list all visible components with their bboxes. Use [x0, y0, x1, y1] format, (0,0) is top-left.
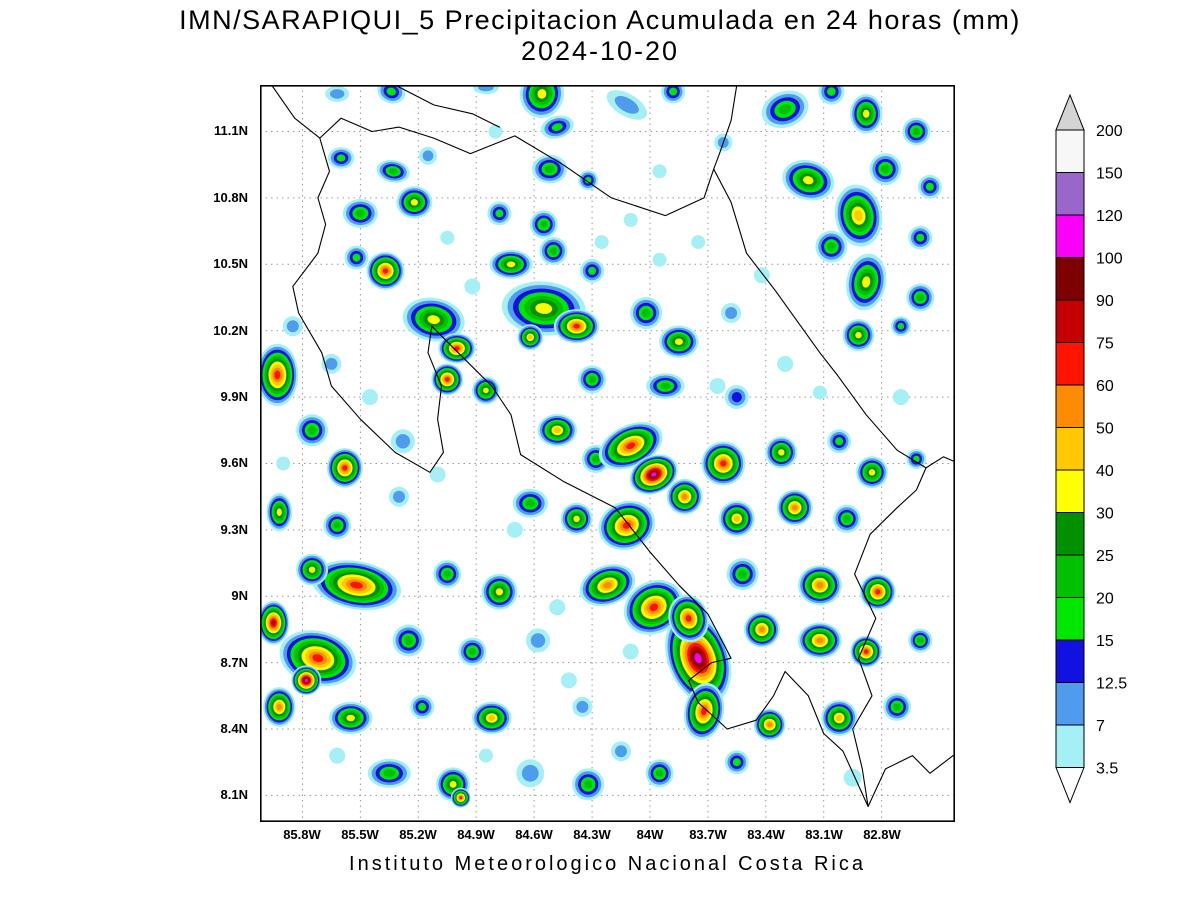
colorbar-segment — [1055, 724, 1085, 768]
colorbar-over-arrow — [1055, 93, 1085, 131]
latitude-axis: 11.1N 10.8N 10.5N 10.2N 9.9N 9.6N 9.3N 9N 8.7N 8.… — [186, 85, 252, 822]
lon-tick-label: 83.4W — [747, 827, 785, 842]
colorbar-tick-label: 150 — [1096, 166, 1123, 183]
colorbar-segment — [1055, 299, 1085, 343]
lat-tick-label: 10.8N — [213, 190, 248, 205]
colorbar-tick-label: 75 — [1096, 336, 1114, 353]
lat-tick-label: 9.6N — [220, 455, 248, 470]
colorbar-segment — [1055, 427, 1085, 471]
lat-tick-label: 8.7N — [220, 655, 248, 670]
colorbar-tick-label: 120 — [1096, 208, 1123, 225]
colorbar-tick-label: 60 — [1096, 378, 1114, 395]
title-block: IMN/SARAPIQUI_5 Precipitacion Acumulada … — [0, 5, 1200, 67]
source-caption: Instituto Meteorologico Nacional Costa R… — [349, 853, 866, 875]
longitude-axis: 85.8W 85.5W 85.2W 84.9W 84.6W 84.3W 84W 83.7W 83… — [260, 827, 955, 845]
colorbar-tick-label: 40 — [1096, 463, 1114, 480]
chart-title: IMN/SARAPIQUI_5 Precipitacion Acumulada … — [179, 5, 1021, 35]
colorbar-segment — [1055, 257, 1085, 301]
lon-tick-label: 84.6W — [515, 827, 553, 842]
colorbar-under-arrow — [1055, 767, 1085, 804]
colorbar-tick-label: 3.5 — [1096, 761, 1118, 778]
colorbar-tick-label: 100 — [1096, 251, 1123, 268]
lat-tick-label: 10.2N — [213, 323, 248, 338]
lat-tick-label: 9N — [231, 588, 248, 603]
colorbar-tick-label: 90 — [1096, 293, 1114, 310]
colorbar-tick-label: 12.5 — [1096, 676, 1127, 693]
colorbar-segment — [1055, 129, 1085, 173]
colorbar-segment — [1055, 682, 1085, 726]
lat-tick-label: 9.3N — [220, 522, 248, 537]
plot-frame — [260, 85, 955, 822]
lat-tick-label: 9.9N — [220, 389, 248, 404]
colorbar-segment — [1055, 512, 1085, 556]
lon-tick-label: 85.2W — [399, 827, 437, 842]
colorbar-segment — [1055, 214, 1085, 258]
colorbar-tick-label: 20 — [1096, 591, 1114, 608]
map-plot-area — [260, 85, 955, 822]
colorbar-segment — [1055, 554, 1085, 598]
lat-tick-label: 8.1N — [220, 787, 248, 802]
colorbar-segment — [1055, 469, 1085, 513]
lon-tick-label: 85.8W — [283, 827, 321, 842]
precipitation-map — [260, 85, 955, 822]
colorbar-segment — [1055, 597, 1085, 641]
colorbar-segment — [1055, 342, 1085, 386]
lon-tick-label: 84W — [636, 827, 664, 842]
colorbar-legend: 200 150 120 100 90 75 60 50 40 30 25 20 15 12.5 7 3.5 — [1048, 85, 1198, 845]
colorbar-tick-label: 50 — [1096, 421, 1114, 438]
lon-tick-label: 84.9W — [457, 827, 495, 842]
lon-tick-label: 85.5W — [341, 827, 379, 842]
colorbar-segment — [1055, 172, 1085, 216]
lat-tick-label: 8.4N — [220, 721, 248, 736]
lat-tick-label: 10.5N — [213, 256, 248, 271]
colorbar-scale: 200 150 120 100 90 75 60 50 40 30 25 20 15 12.5 7 3.5 — [1055, 93, 1127, 804]
chart-date: 2024-10-20 — [520, 36, 680, 67]
lon-tick-label: 82.8W — [863, 827, 901, 842]
lon-tick-label: 83.7W — [689, 827, 727, 842]
precip-field — [260, 85, 942, 808]
colorbar-tick-label: 30 — [1096, 506, 1114, 523]
colorbar-segment — [1055, 384, 1085, 428]
lon-tick-label: 84.3W — [573, 827, 611, 842]
colorbar-tick-label: 7 — [1096, 718, 1105, 735]
lat-tick-label: 11.1N — [214, 123, 248, 138]
colorbar-segment — [1055, 639, 1085, 683]
colorbar-tick-label: 200 — [1096, 123, 1123, 140]
colorbar-tick-label: 15 — [1096, 633, 1114, 650]
colorbar-tick-label: 25 — [1096, 548, 1114, 565]
lon-tick-label: 83.1W — [805, 827, 843, 842]
